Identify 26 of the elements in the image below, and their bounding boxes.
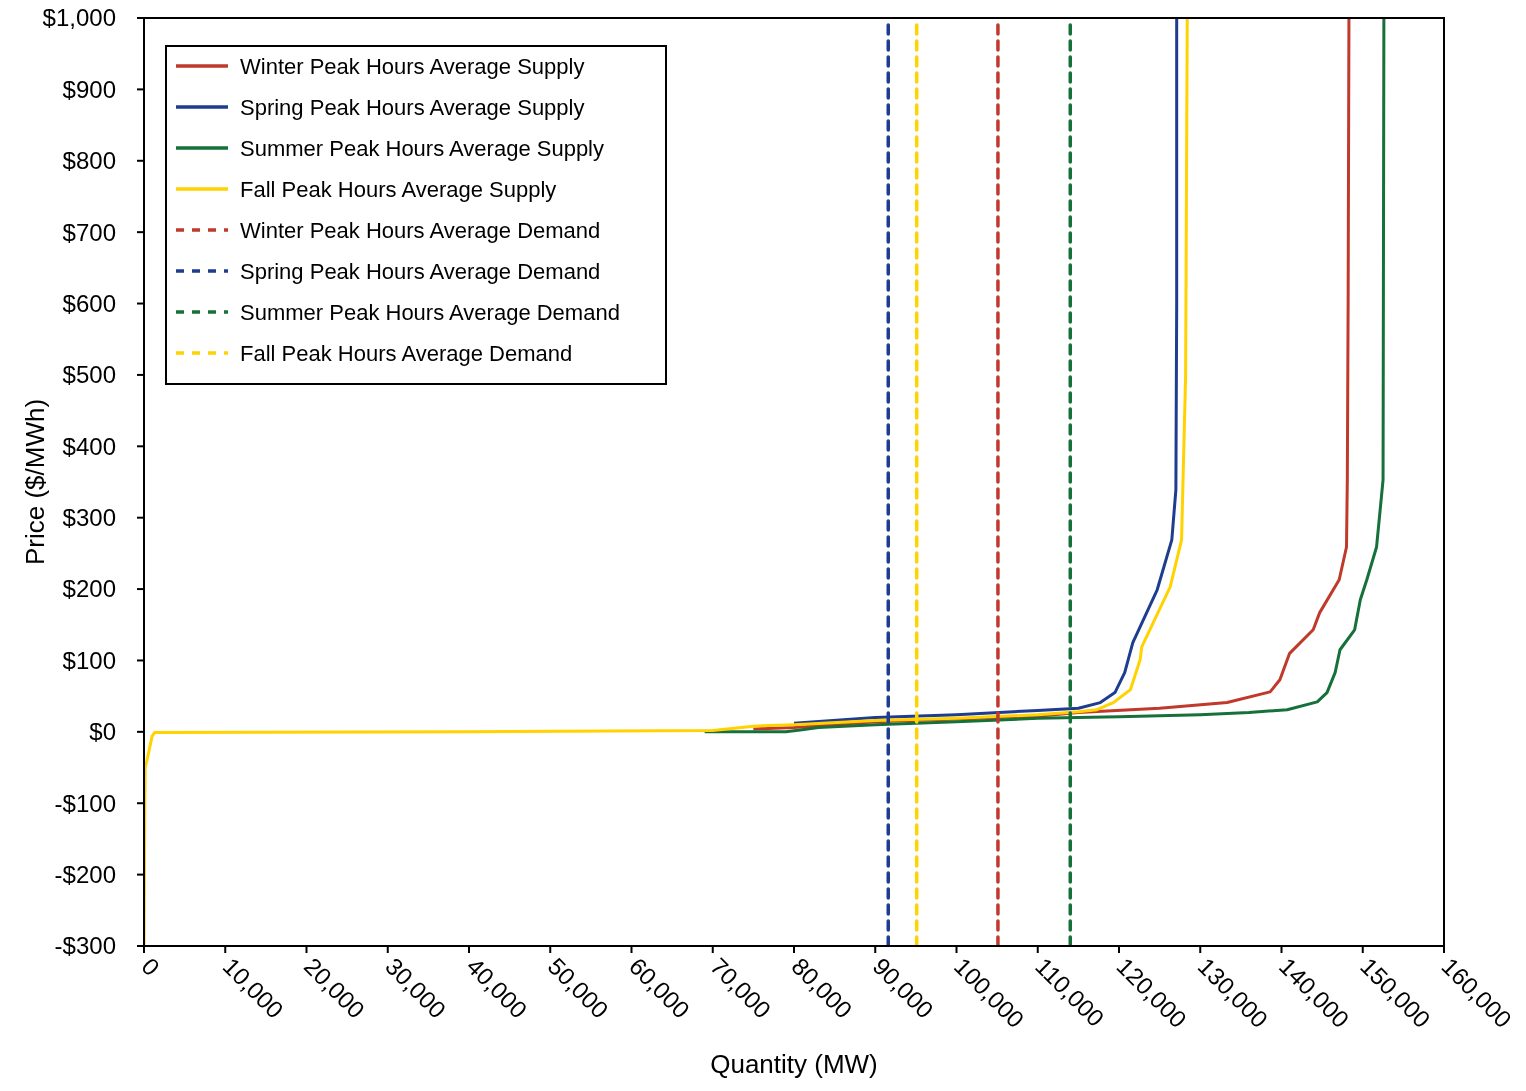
y-tick-label: $200: [62, 575, 116, 603]
y-tick-label: $1,000: [42, 4, 116, 32]
legend-label: Summer Peak Hours Average Supply: [240, 135, 604, 161]
x-tick-label: 0: [136, 952, 165, 981]
y-tick-label: $100: [62, 646, 116, 674]
legend-label: Summer Peak Hours Average Demand: [240, 299, 620, 325]
y-tick-label: $300: [62, 504, 116, 532]
y-tick-label: $600: [62, 289, 116, 317]
y-tick-label: -$200: [54, 861, 116, 889]
y-tick-label: -$300: [54, 932, 116, 960]
legend-label: Fall Peak Hours Average Demand: [240, 340, 573, 366]
line-series: [144, 18, 1189, 946]
y-tick-label: $800: [62, 147, 116, 175]
legend-label: Spring Peak Hours Average Supply: [240, 94, 585, 120]
y-axis-title: Price ($/MWh): [20, 398, 51, 566]
y-tick-label: $500: [62, 361, 116, 389]
y-tick-label: $400: [62, 432, 116, 460]
legend-label: Winter Peak Hours Average Demand: [240, 217, 601, 243]
y-tick-label: $0: [89, 718, 116, 746]
legend-label: Fall Peak Hours Average Supply: [240, 176, 557, 202]
y-tick-label: $900: [62, 75, 116, 103]
x-axis-title: Quantity (MW): [710, 1049, 878, 1079]
y-tick-label: -$100: [54, 789, 116, 817]
legend-label: Spring Peak Hours Average Demand: [240, 258, 601, 284]
y-tick-label: $700: [62, 218, 116, 246]
legend-label: Winter Peak Hours Average Supply: [240, 53, 585, 79]
